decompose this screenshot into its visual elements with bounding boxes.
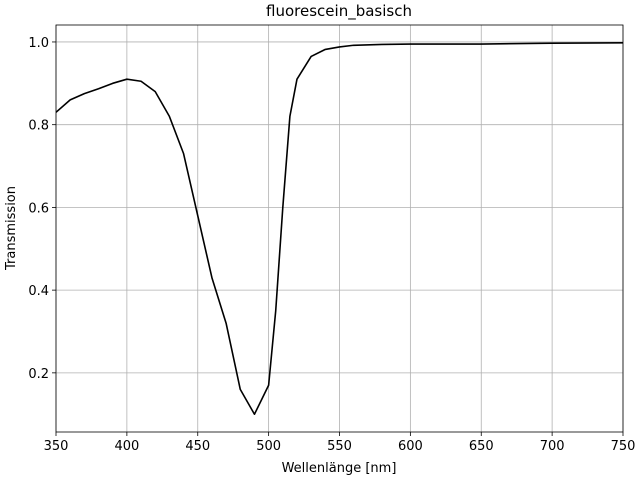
y-tick-label: 0.8	[28, 119, 49, 134]
plot-frame	[55, 24, 624, 433]
x-tick-label: 600	[398, 439, 423, 454]
x-tick-label: 350	[44, 439, 69, 454]
y-axis-label: Transmission	[4, 186, 19, 271]
x-tick-label: 500	[256, 439, 281, 454]
y-tick-label: 0.4	[28, 284, 49, 299]
x-tick-label: 550	[327, 439, 352, 454]
x-tick-label: 400	[114, 439, 139, 454]
x-tick-label: 700	[540, 439, 565, 454]
data-line	[56, 41, 623, 416]
x-tick-label: 750	[611, 439, 636, 454]
x-axis-label: Wellenlänge [nm]	[282, 461, 397, 476]
y-tick-label: 1.0	[28, 36, 49, 51]
y-tick-label: 0.2	[28, 367, 49, 382]
y-tick-label: 0.6	[28, 201, 49, 216]
x-tick-label: 450	[185, 439, 210, 454]
chart-title: fluorescein_basisch	[266, 2, 412, 21]
x-tick-label: 650	[469, 439, 494, 454]
